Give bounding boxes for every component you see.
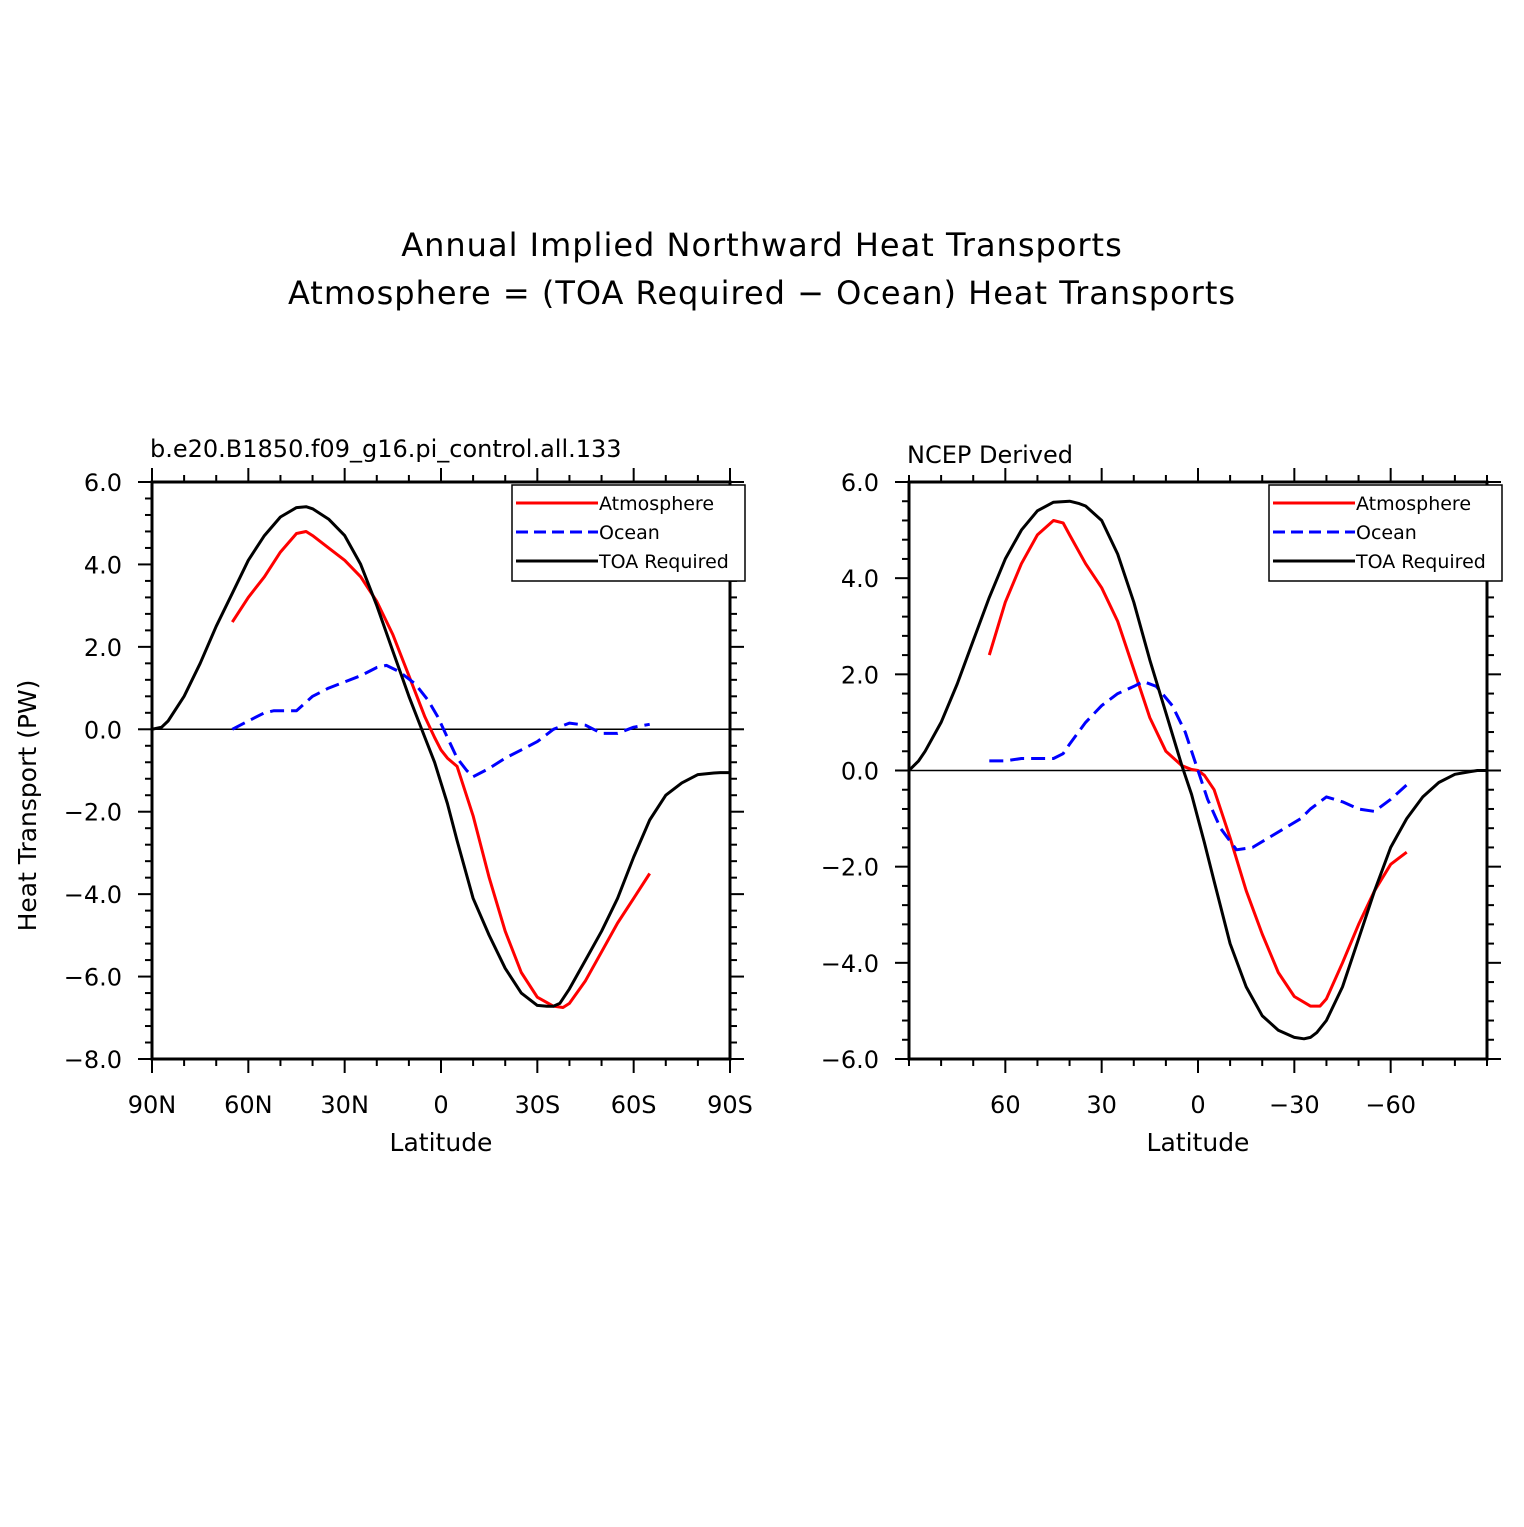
x-tick-label: 0 — [433, 1091, 448, 1119]
panel-title: b.e20.B1850.f09_g16.pi_control.all.133 — [150, 435, 622, 463]
y-tick-label: −2.0 — [821, 854, 879, 882]
x-tick-label: 60N — [224, 1091, 273, 1119]
x-axis-label: Latitude — [1147, 1128, 1250, 1157]
x-tick-label: 90S — [707, 1091, 753, 1119]
legend-box — [1268, 484, 1503, 582]
series-line-atmosphere — [231, 530, 651, 1009]
x-tick-label: 60S — [611, 1091, 657, 1119]
y-tick-label: −6.0 — [64, 964, 122, 992]
y-tick-label: 0.0 — [841, 758, 879, 786]
x-tick-label: −60 — [1365, 1091, 1416, 1119]
legend-label: Atmosphere — [599, 493, 714, 515]
y-tick-label: 0.0 — [84, 716, 122, 744]
x-tick-label: 90N — [128, 1091, 177, 1119]
y-tick-label: 2.0 — [841, 661, 879, 689]
y-axis-label: Heat Transport (PW) — [13, 680, 42, 932]
legend-label: Ocean — [1356, 522, 1417, 544]
y-tick-label: 6.0 — [841, 469, 879, 497]
right-panel-ncep: NCEP Derived 6.0 4.0 2.0 0.0 −2.0 −4.0 −6.0 60 30… — [821, 441, 1503, 1157]
series-line-ocean — [231, 663, 650, 779]
y-tick-label: −8.0 — [64, 1046, 122, 1074]
legend-box — [511, 484, 746, 582]
x-tick-label: 30 — [1086, 1091, 1117, 1119]
series-line-toa-required — [909, 499, 1487, 1041]
x-axis-label: Latitude — [390, 1128, 493, 1157]
x-tick-label: −30 — [1269, 1091, 1320, 1119]
y-tick-label: 2.0 — [84, 634, 122, 662]
series-line-toa-required — [152, 505, 730, 1008]
y-tick-label: −2.0 — [64, 799, 122, 827]
x-tick-label: 30N — [320, 1091, 369, 1119]
y-tick-label: −6.0 — [821, 1046, 879, 1074]
y-tick-label: 4.0 — [84, 551, 122, 579]
left-panel-model: b.e20.B1850.f09_g16.pi_control.all.133 6.… — [13, 435, 753, 1157]
x-tick-label: 60 — [990, 1091, 1021, 1119]
panel-title: NCEP Derived — [907, 441, 1073, 469]
series-line-atmosphere — [987, 519, 1408, 1008]
legend-label: TOA Required — [598, 551, 729, 573]
y-tick-label: 6.0 — [84, 469, 122, 497]
y-tick-label: −4.0 — [64, 881, 122, 909]
legend-label: Ocean — [599, 522, 660, 544]
legend: Atmosphere Ocean TOA Required — [1268, 484, 1503, 582]
legend-label: TOA Required — [1355, 551, 1486, 573]
figure-title-line-2: Atmosphere = (TOA Required − Ocean) Heat… — [288, 274, 1236, 312]
y-tick-label: −4.0 — [821, 950, 879, 978]
x-tick-label: 30S — [514, 1091, 560, 1119]
y-tick-label: 4.0 — [841, 565, 879, 593]
legend-label: Atmosphere — [1356, 493, 1471, 515]
figure-title-line-1: Annual Implied Northward Heat Transports — [401, 226, 1123, 264]
series-line-ocean — [989, 680, 1408, 852]
legend: Atmosphere Ocean TOA Required — [511, 484, 746, 582]
x-tick-label: 0 — [1190, 1091, 1205, 1119]
